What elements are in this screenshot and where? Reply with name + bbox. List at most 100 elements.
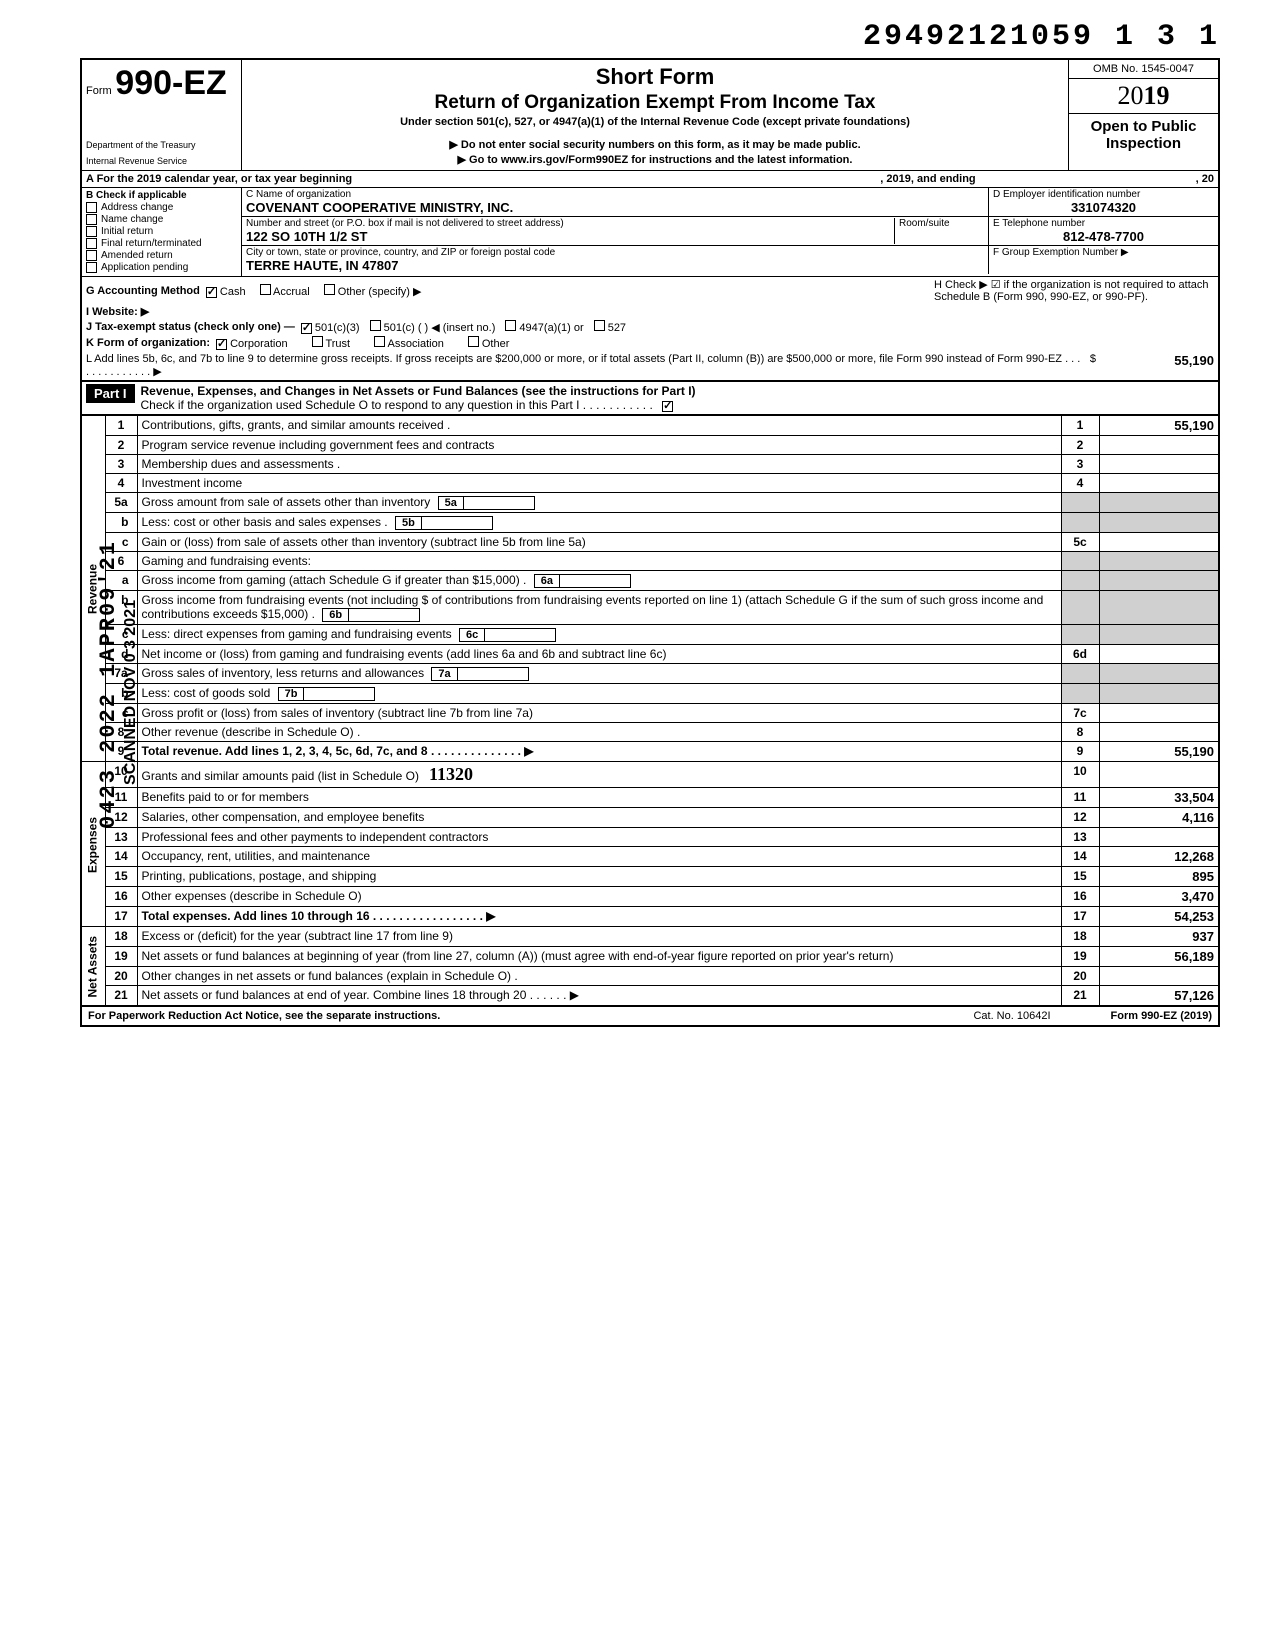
j-option-0[interactable]: 501(c)(3) — [301, 322, 360, 334]
k-option-0[interactable]: Corporation — [216, 338, 288, 350]
line-desc: Benefits paid to or for members — [137, 788, 1061, 808]
line-desc: Net assets or fund balances at end of ye… — [137, 986, 1061, 1007]
form-header: Form 990-EZ Department of the Treasury I… — [80, 58, 1220, 170]
k-option-2[interactable]: Association — [374, 338, 444, 350]
line-box: 13 — [1061, 828, 1099, 847]
line-num: 5a — [105, 493, 137, 513]
line-box: 15 — [1061, 867, 1099, 887]
line-box: 16 — [1061, 887, 1099, 907]
line-desc: Membership dues and assessments . — [137, 455, 1061, 474]
dept-line-2: Internal Revenue Service — [86, 156, 237, 166]
city-label: City or town, state or province, country… — [246, 247, 984, 258]
line-num: 1 — [105, 416, 137, 436]
line-num: 2 — [105, 436, 137, 455]
line-amount — [1099, 645, 1219, 664]
g-option-1[interactable]: Accrual — [260, 286, 310, 298]
line-row-c: cGross profit or (loss) from sales of in… — [81, 704, 1219, 723]
line-row-21: 21Net assets or fund balances at end of … — [81, 986, 1219, 1007]
line-desc: Program service revenue including govern… — [137, 436, 1061, 455]
part-1-header: Part I Revenue, Expenses, and Changes in… — [80, 382, 1220, 415]
line-box-shade — [1061, 493, 1099, 513]
addr-label: Number and street (or P.O. box if mail i… — [246, 218, 894, 229]
line-amount — [1099, 455, 1219, 474]
line-box: 1 — [1061, 416, 1099, 436]
line-row-3: 3Membership dues and assessments .3 — [81, 455, 1219, 474]
line-row-c: cGain or (loss) from sale of assets othe… — [81, 533, 1219, 552]
part-1-title: Revenue, Expenses, and Changes in Net As… — [141, 384, 696, 398]
line-box: 12 — [1061, 808, 1099, 828]
b-checkbox-amended-return[interactable]: Amended return — [86, 250, 237, 261]
line-row-9: 9Total revenue. Add lines 1, 2, 3, 4, 5c… — [81, 742, 1219, 762]
line-amount: 937 — [1099, 927, 1219, 947]
line-desc: Total revenue. Add lines 1, 2, 3, 4, 5c,… — [137, 742, 1061, 762]
ein-value: 331074320 — [993, 200, 1214, 215]
line-amt-shade — [1099, 571, 1219, 591]
k-option-3[interactable]: Other — [468, 338, 510, 350]
document-id: 29492121059 1 3 1 — [80, 20, 1220, 54]
j-option-3[interactable]: 527 — [594, 322, 626, 334]
b-checkbox-initial-return[interactable]: Initial return — [86, 226, 237, 237]
line-row-12: 12Salaries, other compensation, and empl… — [81, 808, 1219, 828]
line-amount: 57,126 — [1099, 986, 1219, 1007]
side-label-rev: Revenue — [81, 416, 105, 762]
row-a-text: A For the 2019 calendar year, or tax yea… — [86, 173, 352, 185]
warning-url: ▶ Go to www.irs.gov/Form990EZ for instru… — [250, 153, 1060, 166]
line-desc: Printing, publications, postage, and shi… — [137, 867, 1061, 887]
line-box: 21 — [1061, 986, 1099, 1007]
line-desc: Investment income — [137, 474, 1061, 493]
line-desc: Salaries, other compensation, and employ… — [137, 808, 1061, 828]
j-option-2[interactable]: 4947(a)(1) or — [505, 322, 583, 334]
side-label-net: Net Assets — [81, 927, 105, 1007]
line-desc: Gross income from gaming (attach Schedul… — [137, 571, 1061, 591]
line-amount — [1099, 723, 1219, 742]
b-checkbox-application-pending[interactable]: Application pending — [86, 262, 237, 273]
g-option-0[interactable]: Cash — [206, 286, 246, 298]
footer-form: Form 990-EZ (2019) — [1111, 1010, 1212, 1022]
year-digits: 19 — [1144, 81, 1170, 110]
line-amount — [1099, 474, 1219, 493]
title-return: Return of Organization Exempt From Incom… — [250, 92, 1060, 114]
g-option-2[interactable]: Other (specify) ▶ — [324, 286, 422, 298]
line-row-1: Revenue1Contributions, gifts, grants, an… — [81, 416, 1219, 436]
subtitle: Under section 501(c), 527, or 4947(a)(1)… — [250, 116, 1060, 128]
line-amount — [1099, 533, 1219, 552]
side-label-exp: Expenses — [81, 762, 105, 927]
line-desc: Net income or (loss) from gaming and fun… — [137, 645, 1061, 664]
line-desc: Contributions, gifts, grants, and simila… — [137, 416, 1061, 436]
b-checkbox-final-return-terminated[interactable]: Final return/terminated — [86, 238, 237, 249]
line-num: 15 — [105, 867, 137, 887]
line-desc: Total expenses. Add lines 10 through 16 … — [137, 907, 1061, 927]
footer: For Paperwork Reduction Act Notice, see … — [80, 1007, 1220, 1027]
line-box: 7c — [1061, 704, 1099, 723]
line-box: 8 — [1061, 723, 1099, 742]
line-row-20: 20Other changes in net assets or fund ba… — [81, 967, 1219, 986]
line-amount: 895 — [1099, 867, 1219, 887]
line-row-2: 2Program service revenue including gover… — [81, 436, 1219, 455]
line-row-b: bLess: cost or other basis and sales exp… — [81, 513, 1219, 533]
part-1-schedule-o-checkbox[interactable] — [662, 401, 673, 412]
line-amount — [1099, 828, 1219, 847]
line-amt-shade — [1099, 664, 1219, 684]
line-desc: Gain or (loss) from sale of assets other… — [137, 533, 1061, 552]
line-desc: Other revenue (describe in Schedule O) . — [137, 723, 1061, 742]
title-short-form: Short Form — [250, 64, 1060, 90]
line-amount: 4,116 — [1099, 808, 1219, 828]
line-amt-shade — [1099, 684, 1219, 704]
j-option-1[interactable]: 501(c) ( ) ◀ (insert no.) — [370, 322, 496, 334]
b-checkbox-address-change[interactable]: Address change — [86, 202, 237, 213]
b-checkbox-name-change[interactable]: Name change — [86, 214, 237, 225]
line-num: 18 — [105, 927, 137, 947]
line-desc: Net assets or fund balances at beginning… — [137, 947, 1061, 967]
h-label: H Check ▶ ☑ if the organization is not r… — [934, 278, 1214, 303]
line-box: 10 — [1061, 762, 1099, 788]
line-desc: Less: cost or other basis and sales expe… — [137, 513, 1061, 533]
line-box: 20 — [1061, 967, 1099, 986]
line-row-b: bLess: cost of goods sold 7b — [81, 684, 1219, 704]
entity-info-grid: B Check if applicable Address changeName… — [80, 187, 1220, 276]
line-box: 3 — [1061, 455, 1099, 474]
line-amount — [1099, 762, 1219, 788]
e-label: E Telephone number — [993, 218, 1214, 229]
line-amount: 3,470 — [1099, 887, 1219, 907]
k-option-1[interactable]: Trust — [312, 338, 351, 350]
l-text: L Add lines 5b, 6c, and 7b to line 9 to … — [86, 353, 1082, 378]
